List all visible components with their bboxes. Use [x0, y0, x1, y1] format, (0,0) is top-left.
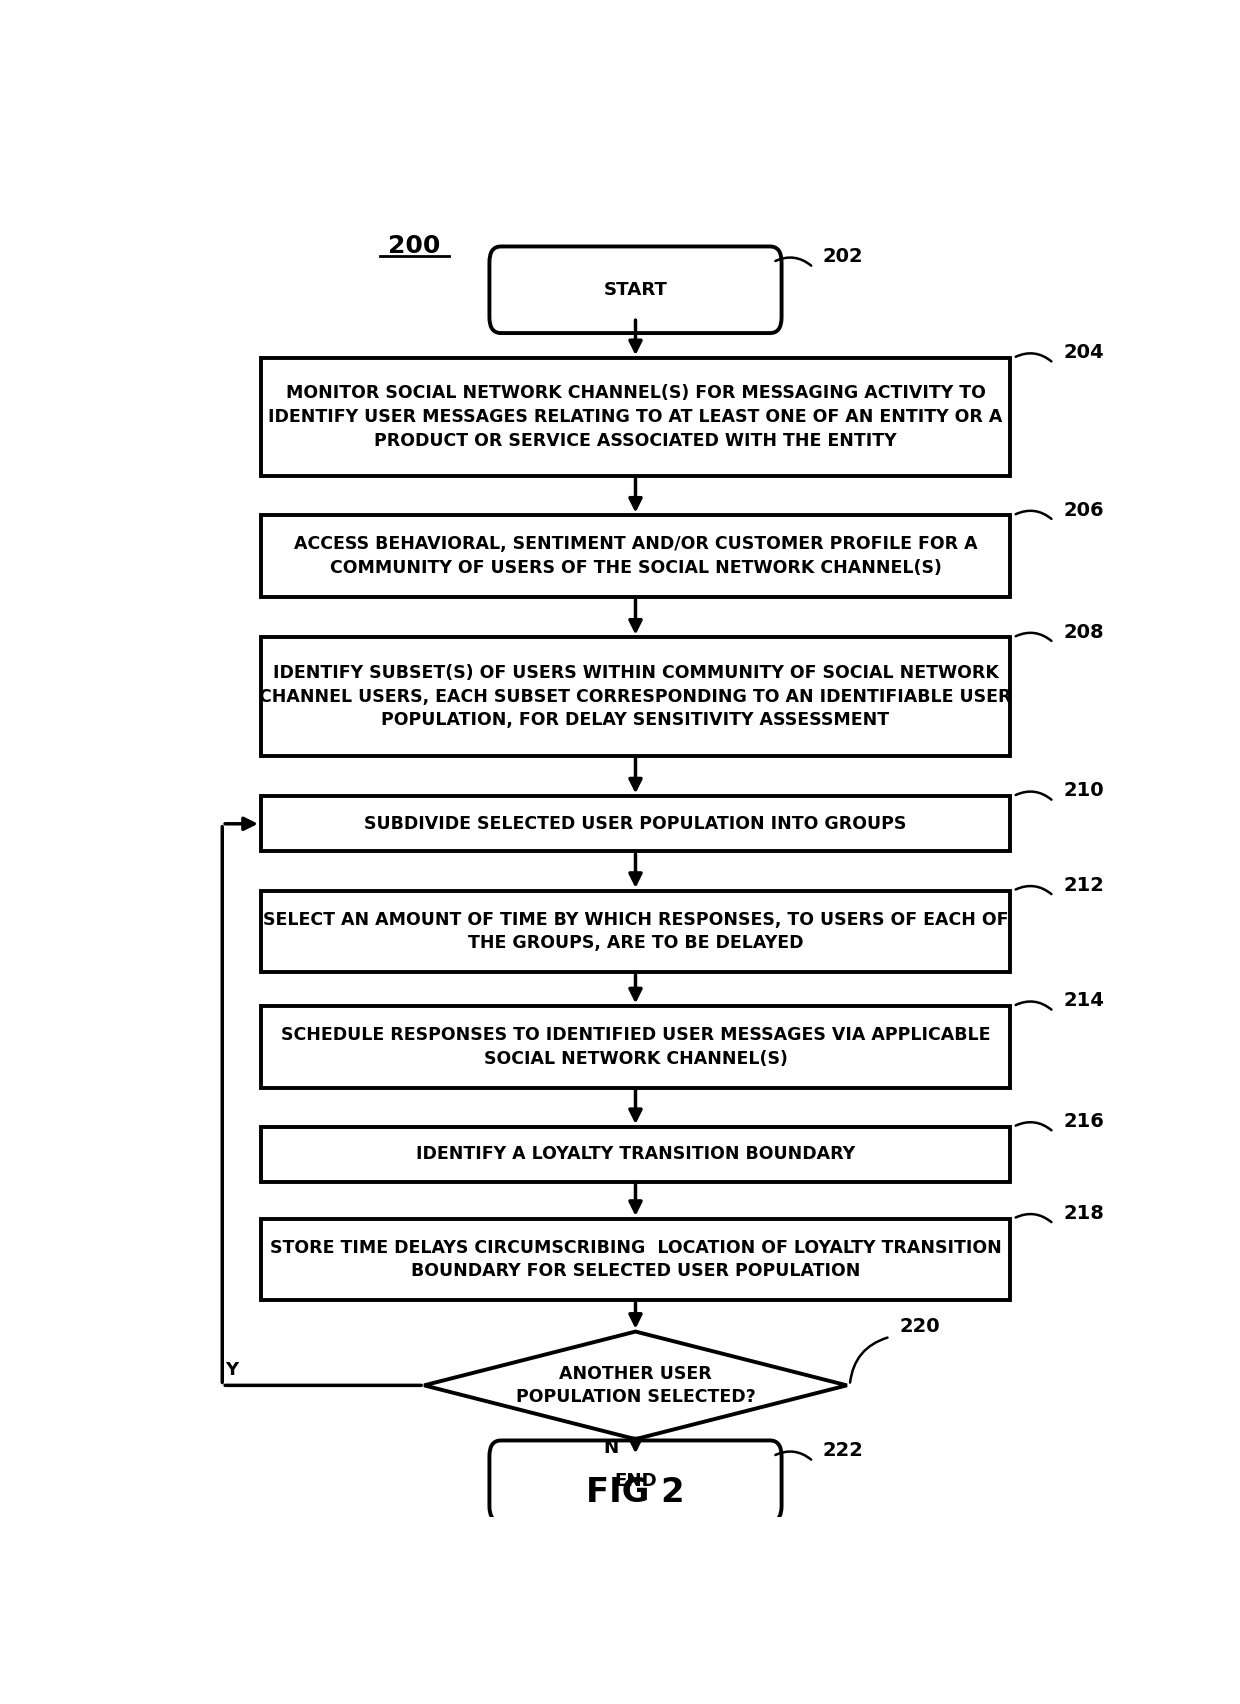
Text: ACCESS BEHAVIORAL, SENTIMENT AND/OR CUSTOMER PROFILE FOR A
COMMUNITY OF USERS OF: ACCESS BEHAVIORAL, SENTIMENT AND/OR CUST… — [294, 535, 977, 578]
Bar — [260, 515, 1011, 596]
Text: FIG 2: FIG 2 — [587, 1476, 684, 1508]
Text: 206: 206 — [1063, 501, 1104, 520]
Text: 216: 216 — [1063, 1113, 1104, 1131]
Text: N: N — [604, 1438, 619, 1457]
Text: Y: Y — [226, 1361, 238, 1379]
Bar — [260, 637, 1011, 755]
Text: 212: 212 — [1063, 876, 1104, 895]
Text: MONITOR SOCIAL NETWORK CHANNEL(S) FOR MESSAGING ACTIVITY TO
IDENTIFY USER MESSAG: MONITOR SOCIAL NETWORK CHANNEL(S) FOR ME… — [268, 385, 1003, 450]
Text: SUBDIVIDE SELECTED USER POPULATION INTO GROUPS: SUBDIVIDE SELECTED USER POPULATION INTO … — [365, 815, 906, 833]
Text: 214: 214 — [1063, 992, 1104, 1010]
Text: 222: 222 — [823, 1442, 864, 1460]
Text: 220: 220 — [900, 1317, 940, 1336]
Bar — [260, 796, 1011, 852]
Text: IDENTIFY A LOYALTY TRANSITION BOUNDARY: IDENTIFY A LOYALTY TRANSITION BOUNDARY — [415, 1145, 856, 1164]
Text: ANOTHER USER
POPULATION SELECTED?: ANOTHER USER POPULATION SELECTED? — [516, 1365, 755, 1406]
Text: 204: 204 — [1063, 343, 1104, 363]
Text: 200: 200 — [388, 235, 440, 259]
Text: IDENTIFY SUBSET(S) OF USERS WITHIN COMMUNITY OF SOCIAL NETWORK
CHANNEL USERS, EA: IDENTIFY SUBSET(S) OF USERS WITHIN COMMU… — [259, 665, 1012, 729]
Bar — [260, 891, 1011, 971]
Text: 202: 202 — [823, 247, 863, 266]
Bar — [260, 358, 1011, 475]
FancyBboxPatch shape — [490, 247, 781, 332]
Text: STORE TIME DELAYS CIRCUMSCRIBING  LOCATION OF LOYALTY TRANSITION
BOUNDARY FOR SE: STORE TIME DELAYS CIRCUMSCRIBING LOCATIO… — [269, 1239, 1002, 1280]
Bar — [260, 1005, 1011, 1087]
Text: SELECT AN AMOUNT OF TIME BY WHICH RESPONSES, TO USERS OF EACH OF
THE GROUPS, ARE: SELECT AN AMOUNT OF TIME BY WHICH RESPON… — [263, 910, 1008, 953]
Text: 210: 210 — [1063, 782, 1104, 801]
Text: END: END — [614, 1472, 657, 1489]
Bar — [260, 1218, 1011, 1300]
Text: 208: 208 — [1063, 622, 1104, 642]
Text: 218: 218 — [1063, 1205, 1104, 1223]
Text: START: START — [604, 281, 667, 298]
Bar — [260, 1126, 1011, 1183]
Text: SCHEDULE RESPONSES TO IDENTIFIED USER MESSAGES VIA APPLICABLE
SOCIAL NETWORK CHA: SCHEDULE RESPONSES TO IDENTIFIED USER ME… — [280, 1026, 991, 1068]
Polygon shape — [424, 1331, 847, 1440]
FancyBboxPatch shape — [490, 1440, 781, 1522]
